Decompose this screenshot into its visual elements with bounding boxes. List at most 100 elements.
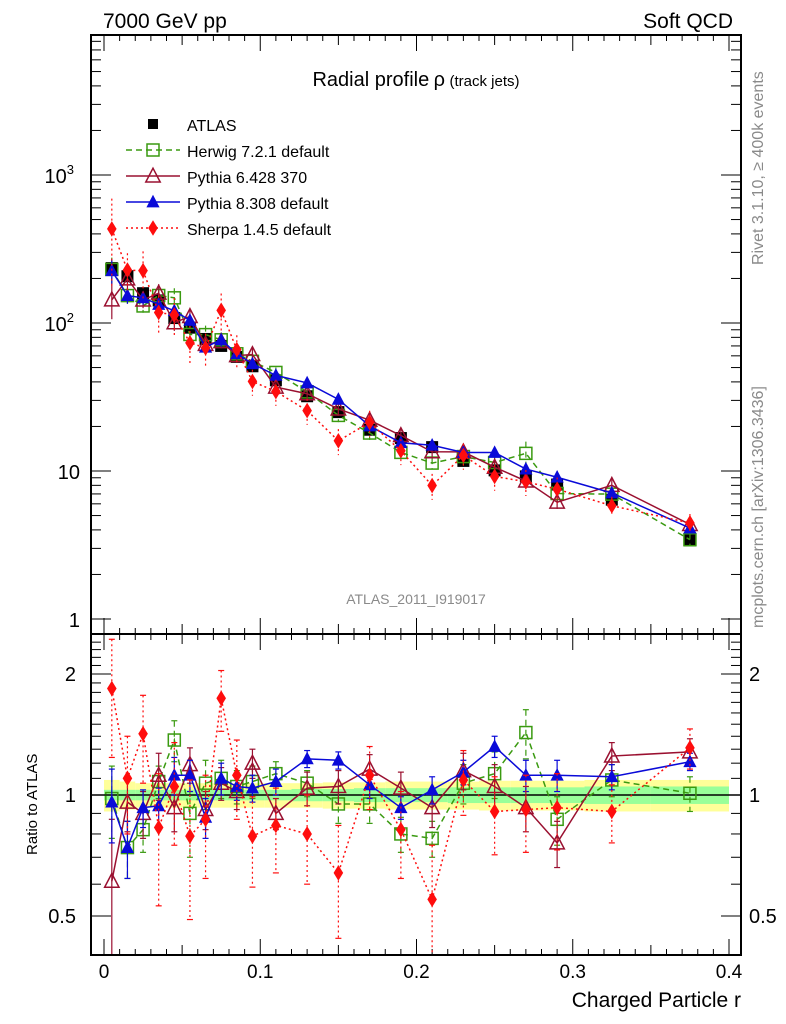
header-left: 7000 GeV pp — [103, 10, 227, 33]
data-point — [152, 297, 166, 310]
legend-entry-sherpa-1-4-5-default: Sherpa 1.4.5 default — [126, 220, 332, 239]
ratio-data-point — [167, 733, 182, 747]
data-point — [107, 221, 117, 237]
data-point — [548, 492, 566, 509]
ratio-data-point — [364, 767, 375, 784]
main-panel: 1 10 102 103 — [45, 34, 742, 955]
ratio-data-point — [183, 806, 197, 821]
data-point — [214, 332, 228, 346]
data-point — [423, 442, 441, 459]
ratio-data-point — [392, 778, 410, 795]
rivet-version-label: Rivet 3.1.10, ≥ 400k events — [750, 71, 767, 265]
series-line — [111, 277, 691, 526]
ratio-data-point — [605, 769, 619, 783]
legend-entry-herwig-7-2-1-default: Herwig 7.2.1 default — [126, 143, 330, 161]
data-point — [245, 356, 260, 370]
chart-title: Radial profile ρ (track jets) — [312, 69, 519, 91]
data-point — [183, 313, 197, 326]
ratio-data-point — [153, 819, 164, 836]
ratio-data-point — [214, 771, 228, 784]
ratio-data-point — [136, 800, 150, 814]
ratio-series-line — [111, 731, 691, 850]
data-point — [122, 262, 133, 278]
data-point — [103, 290, 121, 307]
ratio-y-axis-label: Ratio to ATLAS — [24, 754, 41, 855]
ratio-y-tick-label-right: 1 — [749, 785, 760, 807]
x-axis-label: Charged Particle r — [572, 989, 741, 1012]
legend-marker — [146, 194, 160, 208]
legend-label: Pythia 8.308 default — [187, 196, 329, 213]
ratio-series-sherpa-1-4-5-default — [107, 638, 695, 955]
data-point — [329, 399, 347, 416]
data-point — [120, 288, 135, 301]
ratio-y-tick-label-right: 2 — [749, 664, 760, 686]
ratio-data-point — [185, 828, 195, 844]
data-point — [607, 497, 617, 514]
data-point — [685, 515, 695, 531]
ratio-data-point — [271, 817, 281, 834]
data-point — [519, 461, 533, 475]
y-tick-label: 1 — [69, 610, 80, 632]
ratio-data-point — [423, 798, 441, 815]
ratio-data-point — [489, 803, 500, 820]
ratio-y-tick-label: 0.5 — [48, 906, 76, 928]
data-point — [425, 438, 439, 451]
series-line — [111, 270, 691, 529]
title-symbol: ρ — [434, 69, 445, 91]
data-point — [232, 341, 242, 358]
ratio-data-point — [105, 794, 119, 808]
header-right: Soft QCD — [643, 10, 733, 33]
legend-marker — [148, 220, 158, 236]
analysis-id-label: ATLAS_2011_I919017 — [346, 591, 486, 607]
ratio-data-point — [247, 828, 258, 844]
data-point — [489, 468, 500, 485]
series-sherpa-1-4-5-default — [107, 198, 695, 534]
ratio-data-point — [302, 826, 312, 842]
ratio-data-point — [396, 821, 406, 838]
ratio-y-tick-label-right: 0.5 — [749, 906, 777, 928]
legend-label: Herwig 7.2.1 default — [187, 144, 330, 161]
legend-entry-pythia-8-308-default: Pythia 8.308 default — [126, 194, 329, 213]
ratio-data-point — [458, 772, 469, 788]
ratio-data-point — [269, 774, 283, 787]
x-tick-label: 0.2 — [403, 962, 429, 983]
ratio-data-point — [607, 803, 617, 820]
ratio-data-point — [138, 725, 148, 742]
ratio-data-point — [103, 871, 121, 889]
ratio-data-point — [244, 753, 261, 770]
legend-label: Sherpa 1.4.5 default — [187, 222, 332, 239]
legend: ATLAS Herwig 7.2.1 default Pythia 6.428 37… — [126, 118, 332, 239]
legend-marker — [146, 143, 160, 157]
data-point — [396, 442, 406, 459]
title-main: Radial profile — [312, 69, 429, 91]
title-suffix: (track jets) — [450, 73, 520, 90]
ratio-data-point — [169, 778, 180, 795]
ratio-data-point — [425, 782, 439, 796]
ratio-data-point — [685, 740, 695, 756]
ratio-y-tick-label: 2 — [65, 664, 76, 686]
data-point — [519, 446, 533, 461]
legend-entry-atlas: ATLAS — [148, 118, 237, 135]
y-tick-exponent: 2 — [67, 310, 74, 325]
y-tick-label: 103 — [45, 162, 74, 188]
legend-label: Pythia 6.428 370 — [187, 170, 307, 187]
ratio-data-point — [107, 680, 117, 697]
data-point — [271, 383, 281, 400]
data-point — [521, 473, 531, 490]
series-line — [111, 268, 691, 541]
data-point — [185, 335, 195, 351]
ratio-data-point — [333, 865, 344, 881]
data-point — [269, 368, 283, 381]
x-tick-label: 0.1 — [247, 962, 273, 983]
data-point — [552, 481, 562, 498]
ratio-data-point — [150, 765, 168, 782]
data-point — [247, 373, 258, 390]
series-line — [111, 228, 691, 524]
ratio-data-point — [183, 768, 197, 781]
data-point — [683, 532, 697, 547]
data-point — [394, 435, 408, 449]
series-pythia-8-308-default — [105, 258, 697, 534]
data-point — [138, 262, 148, 279]
ratio-data-point — [363, 777, 377, 791]
